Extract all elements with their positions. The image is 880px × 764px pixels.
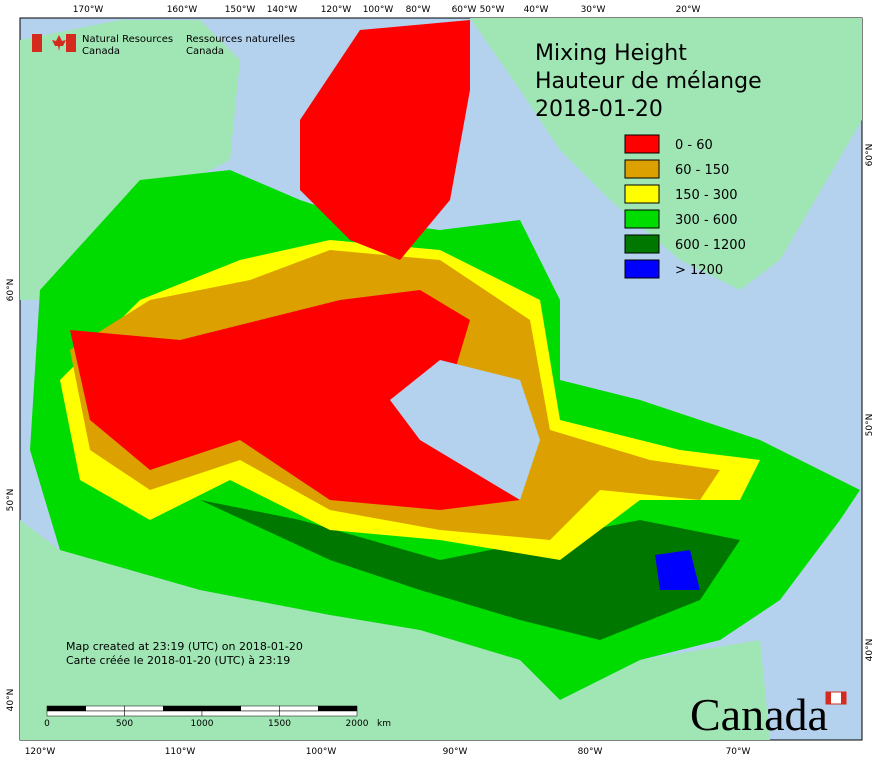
legend-label: 600 - 1200 bbox=[675, 238, 746, 253]
scale-label: 500 bbox=[116, 719, 133, 729]
longitude-label: 110°W bbox=[165, 747, 196, 757]
alaska bbox=[20, 20, 240, 300]
legend-swatch bbox=[624, 209, 660, 229]
agency-fr: Ressources naturelles bbox=[186, 34, 295, 45]
scale-segment bbox=[85, 705, 125, 712]
zone-0-60 bbox=[70, 290, 520, 510]
agency-en: Canada bbox=[82, 46, 120, 57]
flag-bar bbox=[66, 34, 76, 52]
longitude-label: 50°W bbox=[480, 5, 505, 15]
zone-over-1200 bbox=[655, 550, 700, 590]
scale-segment bbox=[124, 705, 164, 712]
title: Hauteur de mélange bbox=[535, 69, 762, 94]
longitude-label: 160°W bbox=[167, 5, 198, 15]
scale-segment bbox=[201, 705, 241, 712]
title: 2018-01-20 bbox=[535, 97, 663, 122]
maple-leaf bbox=[52, 35, 66, 51]
wordmark: Canada bbox=[690, 689, 828, 740]
legend-label: 150 - 300 bbox=[675, 188, 738, 203]
longitude-label: 120°W bbox=[25, 747, 56, 757]
title: Mixing Height bbox=[535, 41, 687, 66]
longitude-label: 20°W bbox=[676, 5, 701, 15]
latitude-label: 40°N bbox=[865, 639, 875, 662]
scale-segment bbox=[163, 705, 203, 712]
scale-segment bbox=[318, 705, 358, 712]
legend-label: 300 - 600 bbox=[675, 213, 738, 228]
scale-segment bbox=[124, 710, 203, 717]
legend-swatch bbox=[624, 134, 660, 154]
hudson-bay bbox=[390, 360, 540, 500]
longitude-label: 30°W bbox=[581, 5, 606, 15]
legend-swatch bbox=[624, 259, 660, 279]
scale-segment bbox=[46, 705, 86, 712]
latitude-label: 40°N bbox=[6, 689, 16, 712]
longitude-label: 100°W bbox=[306, 747, 337, 757]
scale-label: 0 bbox=[44, 719, 50, 729]
longitude-label: 80°W bbox=[406, 5, 431, 15]
longitude-label: 80°W bbox=[578, 747, 603, 757]
scale-segment bbox=[279, 710, 358, 717]
longitude-label: 170°W bbox=[73, 5, 104, 15]
credit: Carte créée le 2018-01-20 (UTC) à 23:19 bbox=[66, 654, 290, 667]
latitude-label: 60°N bbox=[6, 279, 16, 302]
longitude-label: 100°W bbox=[363, 5, 394, 15]
legend-label: 0 - 60 bbox=[675, 138, 713, 153]
scale-label: 1000 bbox=[191, 719, 214, 729]
greenland bbox=[470, 18, 862, 290]
latitude-label: 50°N bbox=[865, 414, 875, 437]
longitude-label: 140°W bbox=[267, 5, 298, 15]
agency-fr: Canada bbox=[186, 46, 224, 57]
longitude-label: 70°W bbox=[726, 747, 751, 757]
latitude-label: 50°N bbox=[6, 489, 16, 512]
scale-unit: km bbox=[377, 719, 391, 729]
latitude-label: 60°N bbox=[865, 144, 875, 167]
agency-en: Natural Resources bbox=[82, 34, 173, 45]
longitude-label: 40°W bbox=[524, 5, 549, 15]
scale-label: 1500 bbox=[268, 719, 291, 729]
wordmark-flag bbox=[841, 692, 846, 704]
legend-label: 60 - 150 bbox=[675, 163, 729, 178]
longitude-label: 60°W bbox=[452, 5, 477, 15]
scale-segment bbox=[201, 710, 280, 717]
wordmark-flag bbox=[826, 692, 831, 704]
scale-segment bbox=[279, 705, 319, 712]
legend-swatch bbox=[624, 234, 660, 254]
scale-label: 2000 bbox=[346, 719, 369, 729]
scale-segment bbox=[46, 710, 125, 717]
legend-label: > 1200 bbox=[675, 263, 723, 278]
zone-600-1200 bbox=[200, 500, 740, 640]
longitude-label: 120°W bbox=[321, 5, 352, 15]
longitude-label: 90°W bbox=[443, 747, 468, 757]
arctic-islands bbox=[300, 20, 470, 260]
credit: Map created at 23:19 (UTC) on 2018-01-20 bbox=[66, 640, 303, 653]
legend-swatch bbox=[624, 159, 660, 179]
scale-segment bbox=[240, 705, 280, 712]
longitude-label: 150°W bbox=[225, 5, 256, 15]
legend-swatch bbox=[624, 184, 660, 204]
flag-bar bbox=[32, 34, 42, 52]
